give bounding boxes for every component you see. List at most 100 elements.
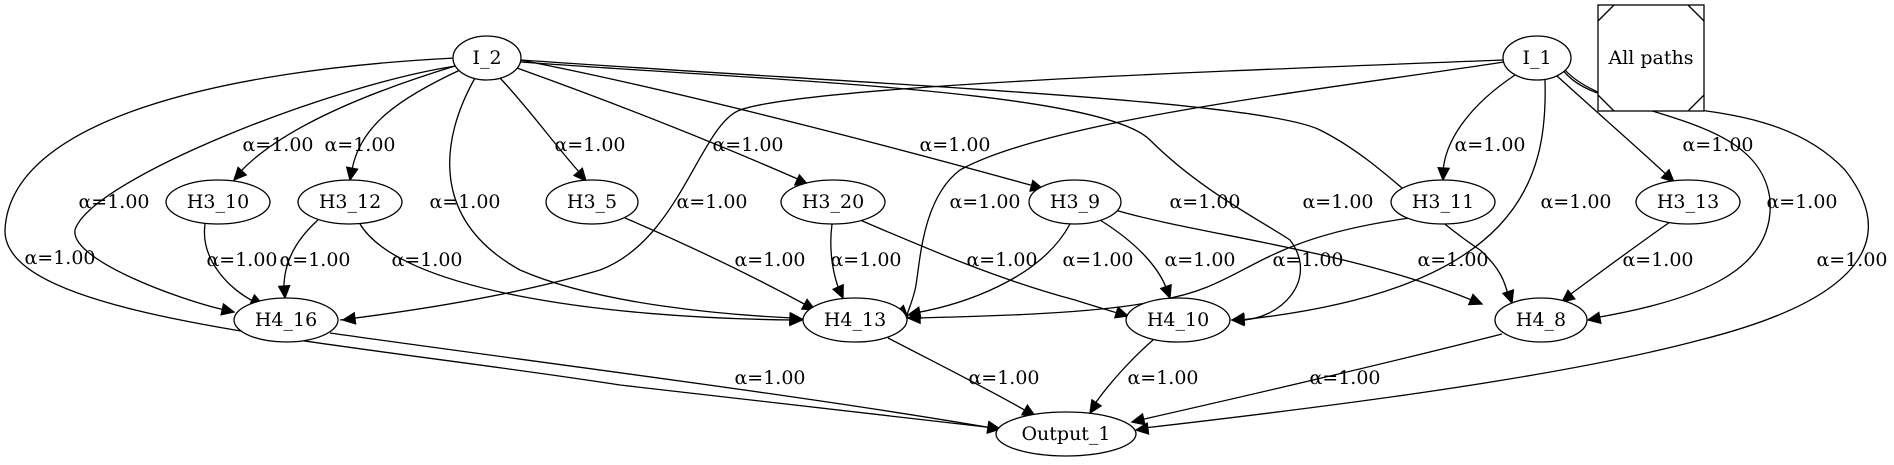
edge-h4-10-to-output-1 — [1089, 339, 1154, 415]
edges-layer — [4, 57, 1869, 435]
node-h3-5-label: H3_5 — [567, 191, 617, 213]
edge-i-1-to-h4-10 — [1230, 79, 1546, 326]
edge-line — [4, 57, 996, 429]
arrowhead-icon — [1130, 412, 1146, 426]
edge-i-1-to-output-1 — [1134, 65, 1869, 435]
edge-labels-layer: α=1.00 α=1.00 α=1.00 α=1.00 α=1.00 α=1.00 α=1.… — [24, 134, 1887, 389]
edge-line — [624, 217, 809, 307]
edge-line — [1567, 221, 1671, 297]
edge-weight-label: α=1.00 — [554, 134, 625, 156]
node-h4-13[interactable]: H4_13 — [802, 297, 908, 343]
node-h4-16[interactable]: H4_16 — [233, 297, 339, 343]
arrowhead-icon — [1230, 312, 1246, 326]
nodes-layer: All paths I_2 I_1 H3_10 H3_12 H3_5 H3_20 — [165, 4, 1741, 457]
edge-line — [499, 77, 581, 174]
edge-weight-label: α=1.00 — [1164, 249, 1235, 271]
node-h4-10[interactable]: H4_10 — [1125, 297, 1231, 343]
legend-label: All paths — [1607, 47, 1693, 69]
edge-line — [906, 61, 1505, 319]
edge-i-1-to-h4-16 — [339, 59, 1504, 325]
node-h4-16-label: H4_16 — [255, 309, 317, 331]
edge-line — [239, 65, 456, 173]
arrowhead-icon — [1586, 311, 1602, 325]
node-output-1-label: Output_1 — [1021, 423, 1110, 445]
edge-i-2-to-h3-12 — [345, 69, 461, 182]
edge-weight-label: α=1.00 — [24, 247, 95, 269]
arrowhead-icon — [341, 311, 357, 325]
node-i-1-label: I_1 — [1522, 47, 1551, 69]
edge-i-2-to-h3-20 — [516, 67, 810, 186]
edge-line — [283, 219, 319, 293]
node-h3-12[interactable]: H3_12 — [297, 179, 403, 225]
arrowhead-icon — [220, 302, 236, 316]
edge-weight-label: α=1.00 — [1454, 134, 1525, 156]
node-h3-10-label: H3_10 — [187, 191, 249, 213]
node-h3-9[interactable]: H3_9 — [1028, 179, 1122, 225]
edge-weight-label: α=1.00 — [1766, 191, 1837, 213]
edge-line — [1143, 65, 1869, 429]
edge-weight-label: α=1.00 — [242, 134, 313, 156]
edge-line — [449, 77, 793, 319]
edge-weight-label: α=1.00 — [1302, 191, 1373, 213]
node-h4-13-label: H4_13 — [824, 309, 886, 331]
edge-i-2-to-h4-16 — [74, 65, 457, 316]
edge-weight-label: α=1.00 — [1309, 367, 1380, 389]
edge-h3-20-to-h4-13 — [830, 223, 844, 300]
edge-weight-label: α=1.00 — [949, 191, 1020, 213]
arrowhead-icon — [345, 166, 359, 182]
edge-h3-20-to-h4-10 — [859, 219, 1130, 319]
edge-line — [1114, 209, 1475, 302]
node-h3-12-label: H3_12 — [319, 191, 381, 213]
edge-line — [520, 59, 1509, 296]
edge-i-1-to-h3-13 — [1556, 75, 1676, 184]
edge-i-1-to-h3-11 — [1437, 74, 1516, 182]
edge-line — [1093, 339, 1154, 406]
node-h4-8-label: H4_8 — [1516, 309, 1566, 331]
node-h3-20[interactable]: H3_20 — [780, 179, 886, 225]
node-h3-10[interactable]: H3_10 — [165, 179, 271, 225]
node-h4-10-label: H4_10 — [1147, 309, 1209, 331]
edge-line — [203, 223, 256, 303]
edge-h4-8-to-output-1 — [1130, 333, 1503, 426]
edge-line — [359, 223, 795, 321]
legend-all-paths: All paths — [1597, 4, 1705, 112]
edge-h3-12-to-h4-16 — [277, 219, 319, 300]
arrowhead-icon — [572, 167, 588, 183]
node-h4-8[interactable]: H4_8 — [1494, 297, 1588, 343]
edge-weight-label: α=1.00 — [966, 249, 1037, 271]
edge-weight-label: α=1.00 — [1062, 249, 1133, 271]
node-h3-13[interactable]: H3_13 — [1635, 179, 1741, 225]
edge-i-2-to-h4-8 — [520, 59, 1515, 305]
edge-h3-9-to-h4-10 — [1099, 219, 1172, 300]
arrowhead-icon — [277, 284, 291, 300]
node-h3-9-label: H3_9 — [1050, 191, 1100, 213]
node-i-1[interactable]: I_1 — [1502, 35, 1572, 81]
node-output-1[interactable]: Output_1 — [995, 411, 1137, 457]
edge-weight-label: α=1.00 — [1169, 191, 1240, 213]
edge-weight-label: α=1.00 — [676, 191, 747, 213]
node-i-2-label: I_2 — [472, 47, 501, 69]
arrowhead-icon — [906, 311, 921, 325]
edge-line — [520, 61, 1302, 321]
node-h3-11[interactable]: H3_11 — [1390, 179, 1496, 225]
edge-weight-label: α=1.00 — [206, 249, 277, 271]
edge-weight-label: α=1.00 — [830, 249, 901, 271]
edge-weight-label: α=1.00 — [78, 191, 149, 213]
node-i-2[interactable]: I_2 — [452, 35, 522, 81]
edge-weight-label: α=1.00 — [1540, 191, 1611, 213]
edge-line — [887, 337, 1029, 413]
edge-weight-label: α=1.00 — [1622, 249, 1693, 271]
edge-line — [516, 67, 801, 181]
arrowhead-icon — [232, 166, 248, 182]
edge-line — [1556, 75, 1669, 177]
node-h3-5[interactable]: H3_5 — [545, 179, 639, 225]
edge-line — [329, 332, 993, 429]
arrowhead-icon — [1134, 422, 1150, 435]
arrowhead-icon — [1159, 283, 1172, 300]
node-h3-11-label: H3_11 — [1412, 191, 1474, 213]
edge-line — [1139, 333, 1503, 421]
arrowhead-icon — [1501, 288, 1515, 305]
edge-i-2-to-h3-10 — [232, 65, 456, 182]
arrowhead-icon — [1437, 166, 1451, 182]
